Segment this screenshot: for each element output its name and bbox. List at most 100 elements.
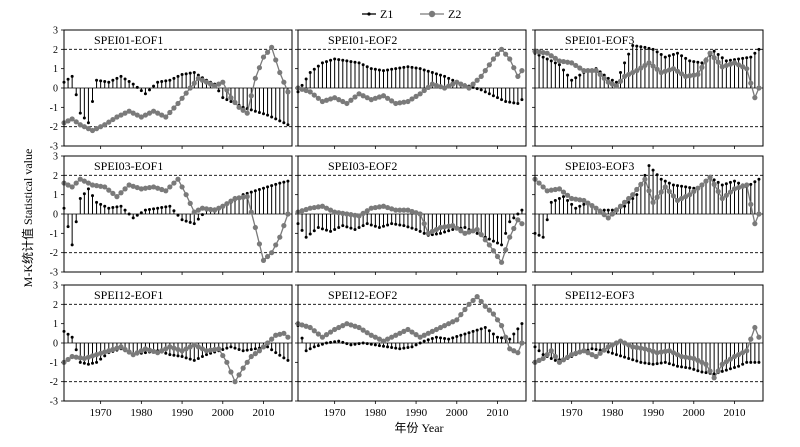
z2-point [203,206,210,212]
z1-point [78,197,82,201]
z1-point [749,360,753,364]
z1-point [627,200,631,204]
z2-point [389,206,395,212]
z1-point [373,67,377,71]
z1-point [180,355,184,359]
z1-point [325,60,328,64]
z2-point [658,349,664,355]
z1-point [160,80,164,84]
z2-point [573,62,579,69]
z1-point [176,74,180,78]
z1-point [500,98,504,102]
z2-point [756,85,762,91]
z2-point [413,210,419,216]
z2-point [150,108,157,114]
z2-point [220,79,226,85]
z1-point [390,67,394,71]
z2-point [515,73,521,79]
z1-point [111,206,115,210]
z2-point [118,112,124,118]
z1-point [337,226,341,230]
panel-frame [297,155,527,273]
z2-point [474,226,480,233]
z2-point [597,350,603,356]
z1-point [733,179,736,183]
z2-point [744,182,750,188]
z1-point [74,220,78,224]
z2-point [360,327,366,333]
z1-point [103,354,107,358]
z1-point [249,190,253,194]
z1-point [475,87,479,91]
z1-point [143,92,147,96]
z1-point [541,353,545,357]
z2-point [740,350,746,356]
z2-point [691,355,697,362]
z2-point [368,97,374,103]
z1-point [757,177,761,181]
z2-point [638,181,644,187]
z1-point [606,76,610,80]
z2-point [315,95,321,101]
z1-point [578,73,582,77]
z2-point [597,71,603,78]
z1-point [308,71,312,75]
z1-point [184,356,188,360]
z2-point [731,353,738,360]
z2-point [244,110,250,116]
z2-point [470,297,476,304]
z1-point [623,355,627,359]
z1-point [361,341,365,345]
z1-point [127,80,131,84]
z1-point [66,225,70,229]
panel-title: SPEI12-EOF1 [94,288,163,302]
z2-point [650,199,656,205]
z1-point [164,351,168,355]
y-tick-label: 2 [53,300,58,311]
z2-point [384,336,391,342]
z1-point [659,361,663,365]
z2-point [85,354,92,360]
z2-point [560,58,567,65]
z2-point [507,234,513,240]
z1-point [345,342,349,346]
z1-point [266,113,270,117]
z2-point [605,344,611,350]
z1-point [439,73,442,77]
z1-point [671,363,675,367]
z2-point [646,188,652,194]
z1-point [496,96,499,100]
z2-point [73,180,79,186]
z2-point [470,228,476,234]
z2-point [65,182,71,188]
z2-point [478,73,484,79]
z2-point [277,69,283,76]
z2-point [401,207,407,213]
z2-point [711,55,717,61]
z2-point [344,321,350,327]
z2-point [723,192,729,198]
x-tick-label: 1980 [364,407,387,419]
z2-point [654,194,660,200]
z2-point [236,372,242,378]
z1-point [549,356,553,360]
z2-point [687,73,693,79]
z1-point [95,360,99,364]
z2-point [98,350,104,356]
z2-point [437,84,444,90]
z1-point [671,52,675,56]
z1-point [467,331,471,335]
z1-point [590,347,594,351]
z2-point [474,294,480,300]
z1-point [217,89,221,93]
z2-point [281,223,287,229]
z2-point [285,211,291,217]
z1-point [639,360,643,364]
z2-point [695,71,701,78]
z2-point [352,94,358,100]
z1-point [582,202,586,206]
z2-point [482,237,488,243]
z1-point [78,360,82,364]
z1-point [684,56,688,60]
z2-point [486,307,492,313]
